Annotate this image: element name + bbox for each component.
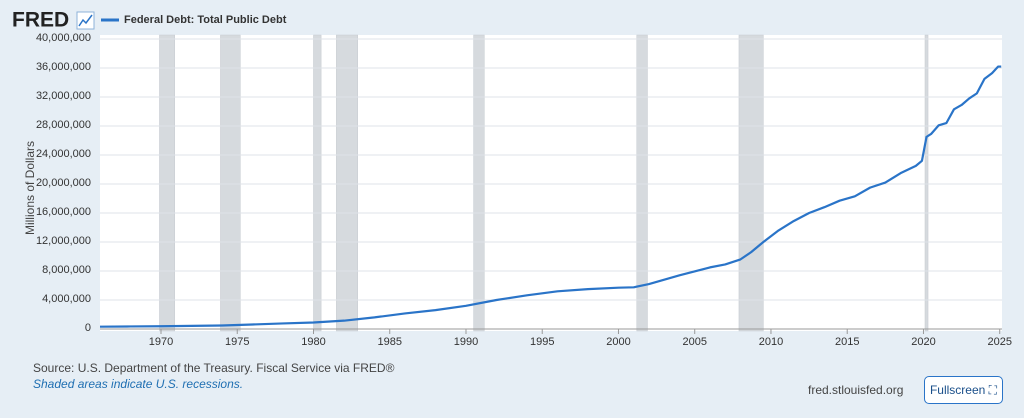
- x-tick-label: 1985: [377, 336, 401, 348]
- y-tick-label: 32,000,000: [36, 90, 91, 102]
- note: Shaded areas indicate U.S. recessions.: [33, 377, 243, 391]
- site: fred.stlouisfed.org: [808, 383, 903, 397]
- recession: [738, 34, 764, 332]
- legend-label: Federal Debt: Total Public Debt: [124, 14, 287, 26]
- source: Source: U.S. Department of the Treasury.…: [33, 361, 395, 375]
- recession: [159, 34, 175, 332]
- x-tick-label: 1990: [454, 336, 478, 348]
- y-tick-label: 4,000,000: [42, 293, 91, 305]
- fullscreen-button[interactable]: Fullscreen ⛶: [924, 376, 1003, 404]
- y-axis-label: Millions of Dollars: [23, 141, 37, 235]
- y-tick-label: 36,000,000: [36, 61, 91, 73]
- x-tick-label: 1980: [301, 336, 325, 348]
- plot-area: [100, 35, 1002, 331]
- y-tick-label: 40,000,000: [36, 32, 91, 44]
- x-tick-label: 2010: [759, 336, 783, 348]
- recession: [473, 34, 485, 332]
- y-tick-label: 24,000,000: [36, 148, 91, 160]
- x-tick-label: 1975: [225, 336, 249, 348]
- logo-icon: [76, 11, 95, 30]
- button-label[interactable]: Fullscreen: [929, 383, 986, 397]
- y-tick-label: 16,000,000: [36, 206, 91, 218]
- recession: [636, 34, 648, 332]
- y-tick-label: 28,000,000: [36, 119, 91, 131]
- x-tick-label: 2000: [606, 336, 630, 348]
- x-tick-label: 2020: [911, 336, 935, 348]
- logo: FRED: [12, 9, 69, 32]
- x-tick-label: 2005: [682, 336, 706, 348]
- x-tick-label: 2015: [835, 336, 859, 348]
- series-line: [99, 65, 1002, 328]
- x-tick-label: 1995: [530, 336, 554, 348]
- y-tick-label: 12,000,000: [36, 235, 91, 247]
- y-tick-label: 20,000,000: [36, 177, 91, 189]
- y-tick-label: 0: [85, 322, 91, 334]
- x-tick-label: 2025: [987, 336, 1011, 348]
- y-tick-label: 8,000,000: [42, 264, 91, 276]
- recession: [924, 34, 929, 332]
- x-tick-label: 1970: [149, 336, 173, 348]
- recession: [336, 34, 358, 332]
- recession: [220, 34, 241, 332]
- recession: [313, 34, 322, 332]
